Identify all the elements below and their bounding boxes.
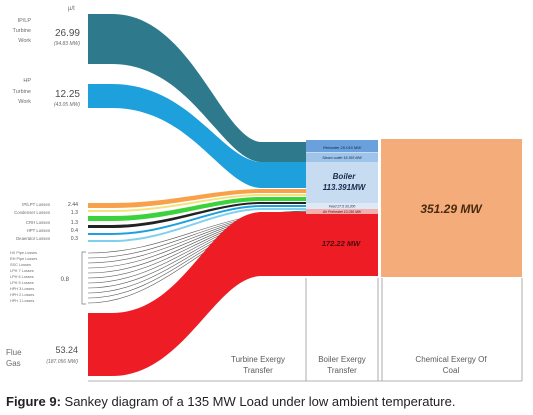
loss-value: 1.3 [71,220,78,226]
coal-block [381,139,522,277]
boiler-column [306,140,378,276]
svg-text:Transfer: Transfer [243,366,273,375]
loss-value: 0.3 [71,236,78,242]
small-loss-label: RH Pipe Losses [10,257,37,261]
svg-text:Gas: Gas [6,359,21,368]
small-loss-label: HPH 3 Losses [10,287,34,291]
figure-caption-prefix: Figure 9: [6,394,61,409]
small-loss-label: LPH 7 Losses [10,269,34,273]
flue-gas-value: 53.24 [55,345,78,355]
svg-text:Turbine: Turbine [13,28,31,34]
column-label-coal: Chemical Exergy Of Coal [415,355,487,375]
feed-label: Feed 27.5 33.200 [329,205,356,209]
small-loss-label: LPH 5 Losses [10,281,34,285]
svg-text:IP/LP: IP/LP [18,18,32,24]
svg-text:HP: HP [23,78,31,84]
column-label-turbine: Turbine Exergy Transfer [231,355,285,375]
svg-text:Work: Work [18,99,31,105]
svg-text:Boiler Exergy: Boiler Exergy [318,355,366,364]
loss-label: IP/LPT Losses [22,202,50,207]
loss-label: CRH Losses [26,220,50,225]
ip-lp-turbine-band [88,14,306,162]
hp-turbine-band [88,84,306,188]
steam-outlet-label: Steam outlet 18.365 MW [322,156,362,160]
svg-text:(187.056 MW): (187.056 MW) [46,359,78,365]
column-dividers [88,278,523,382]
svg-text:(43.05 MW): (43.05 MW) [54,102,80,108]
boiler-flue-value: 172.22 MW [322,239,361,248]
small-loss-label: HX Pipe Losses [10,251,37,255]
svg-text:Flue: Flue [6,348,22,357]
air-preheater-label: Air Preheater 10.256 MW [322,210,362,214]
svg-text:Turbine: Turbine [13,89,31,95]
reheater-label: Reheater 26.016 MW [323,145,362,150]
small-loss-label: HPH 2 Losses [10,293,34,297]
figure-caption-text: Sankey diagram of a 135 MW Load under lo… [60,394,456,409]
figure-caption: Figure 9: Sankey diagram of a 135 MW Loa… [6,394,455,409]
small-loss-label: LPH 6 Losses [10,275,34,279]
crh-losses-band [88,197,306,221]
hp-turbine-value: 12.25 [55,89,80,100]
loss-value: 1.3 [71,210,78,216]
boiler-value: 113.391MW [323,183,367,192]
small-loss-label: SSC Losses [10,263,31,267]
small-losses-value: 0.8 [61,277,70,283]
ip-lp-turbine-label: IP/LP Turbine Work 26.99 (94.83 MW) [13,18,81,47]
loss-label: Condenser Losses [14,210,50,215]
boiler-title: Boiler [333,172,357,181]
small-loss-labels: HX Pipe Losses RH Pipe Losses SSC Losses… [10,251,70,303]
svg-text:(94.83 MW): (94.83 MW) [54,41,80,47]
loss-label: Deaerator Losses [16,236,50,241]
flue-gas-label: Flue Gas 53.24 (187.056 MW) [6,345,78,368]
flue-gas-band [88,212,306,376]
condenser-losses-band [88,194,306,212]
hpt-losses-band [88,202,306,228]
ip-lpt-losses-band [88,189,306,208]
svg-text:Turbine Exergy: Turbine Exergy [231,355,285,364]
loss-value: 0.4 [71,228,78,234]
loss-labels: IP/LPT Losses 2.44 Condenser Losses 1.3 … [14,202,78,242]
small-loss-label: HPH 1 Losses [10,299,34,303]
small-losses-bracket [81,251,86,305]
svg-text:Coal: Coal [443,366,460,375]
loss-label: HPT Losses [27,228,50,233]
svg-text:Chemical Exergy Of: Chemical Exergy Of [415,355,487,364]
corner-unit: µ/t [68,6,75,12]
svg-text:Transfer: Transfer [327,366,357,375]
svg-text:Work: Work [18,38,31,44]
column-label-boiler: Boiler Exergy Transfer [318,355,366,375]
coal-value: 351.29 MW [420,202,483,216]
hp-turbine-label: HP Turbine Work 12.25 (43.05 MW) [13,78,81,108]
loss-value: 2.44 [68,202,78,208]
ip-lp-turbine-value: 26.99 [55,28,80,39]
